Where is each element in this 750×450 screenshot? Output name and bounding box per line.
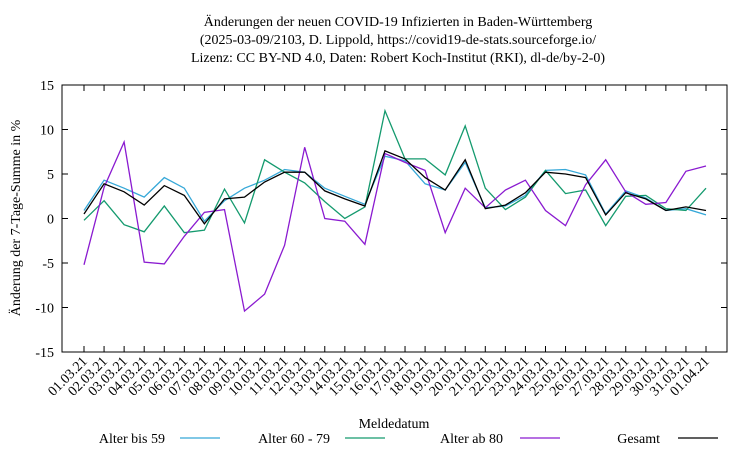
series-line [83,155,707,223]
y-tick-label: 5 [47,168,54,183]
x-axis-label: Meldedatum [359,417,430,432]
plot-frame [61,84,728,353]
title-line: (2025-03-09/2103, D. Lippold, https://co… [200,33,596,48]
title-line: Lizenz: CC BY-ND 4.0, Daten: Robert Koch… [191,51,605,66]
legend-label: Alter bis 59 [99,432,165,447]
y-axis-label: Änderung der 7-Tage-Summe in % [7,119,24,316]
legend-label: Gesamt [617,432,660,447]
y-tick-label: -5 [42,257,54,272]
series-line [83,150,707,225]
y-tick-label: 0 [47,213,54,228]
series-line [83,139,707,313]
legend-label: Alter 60 - 79 [258,432,330,447]
y-tick-label: -10 [35,302,54,317]
legend-label: Alter ab 80 [440,432,503,447]
y-tick-label: 10 [40,124,54,139]
y-tick-label: -15 [35,346,54,361]
y-tick-label: 15 [40,79,54,94]
title-line: Änderungen der neuen COVID-19 Infizierte… [204,13,593,30]
